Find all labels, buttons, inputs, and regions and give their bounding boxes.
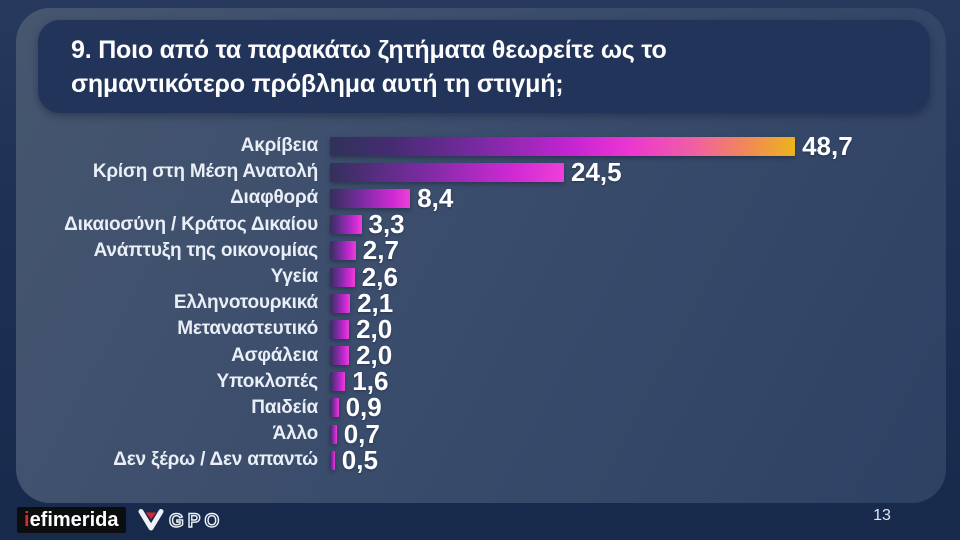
bar [330, 267, 355, 287]
value-label: 0,9 [345, 392, 382, 423]
chart-row: Μεταναστευτικό 2,0 [0, 313, 900, 344]
value-label: 48,7 [802, 130, 853, 161]
category-label: Ελληνοτουρκικά [173, 292, 318, 314]
gpo-logo-text: GPO [169, 511, 223, 531]
bar [330, 424, 337, 444]
gpo-bird-icon [138, 509, 164, 531]
value-label: 24,5 [571, 156, 622, 187]
category-label: Δεν ξέρω / Δεν απαντώ [113, 449, 318, 471]
chart-row: Ασφάλεια 2,0 [0, 340, 900, 371]
footer: i efimerida GPO 13 [0, 503, 960, 540]
category-label: Δικαιοσύνη / Κράτος Δικαίου [64, 213, 318, 235]
bar [330, 241, 356, 261]
value-label: 2,0 [356, 313, 393, 344]
iefimerida-logo-text: efimerida [29, 508, 119, 531]
chart-row: Κρίση στη Μέση Ανατολή 24,5 [0, 156, 900, 187]
category-label: Μεταναστευτικό [177, 318, 318, 340]
value-label: 1,6 [352, 366, 389, 397]
value-label: 2,6 [361, 261, 398, 292]
category-label: Παιδεία [251, 396, 318, 418]
chart-row: Υποκλοπές 1,6 [0, 366, 900, 397]
bar [330, 319, 350, 339]
bar [330, 398, 339, 418]
category-label: Διαφθορά [230, 187, 318, 209]
chart-row: Υγεία 2,6 [0, 261, 900, 292]
value-label: 8,4 [417, 182, 454, 213]
value-label: 0,7 [343, 418, 380, 449]
bar [330, 215, 362, 235]
chart-row: Ακρίβεια 48,7 [0, 130, 900, 161]
value-label: 2,7 [362, 235, 399, 266]
category-label: Ασφάλεια [231, 344, 318, 366]
bar [330, 372, 346, 392]
value-label: 2,1 [357, 287, 394, 318]
chart-row: Ελληνοτουρκικά 2,1 [0, 287, 900, 318]
value-label: 2,0 [356, 340, 393, 371]
bar [330, 450, 335, 470]
bar [330, 293, 351, 313]
gpo-logo-text-svg: GPO [169, 510, 223, 531]
category-label: Ανάπτυξη της οικονομίας [93, 239, 319, 261]
bar [330, 188, 411, 208]
category-label: Ακρίβεια [240, 135, 319, 157]
category-label: Υποκλοπές [216, 370, 318, 392]
value-label: 3,3 [368, 209, 405, 240]
chart-row: Άλλο 0,7 [0, 418, 900, 449]
page-number: 13 [873, 507, 891, 524]
gpo-logo: GPO [138, 509, 244, 531]
question-title-box: 9. Ποιο από τα παρακάτω ζητήματα θεωρείτ… [38, 20, 930, 113]
value-label: 0,5 [341, 444, 378, 475]
iefimerida-logo: i efimerida [17, 507, 126, 533]
chart-row: Δεν ξέρω / Δεν απαντώ 0,5 [0, 444, 900, 475]
bar [330, 136, 796, 156]
category-label: Υγεία [270, 266, 319, 288]
chart-row: Δικαιοσύνη / Κράτος Δικαίου 3,3 [0, 209, 900, 240]
chart-row: Διαφθορά 8,4 [0, 182, 900, 213]
iefimerida-logo-i: i [24, 508, 30, 531]
question-title: 9. Ποιο από τα παρακάτω ζητήματα θεωρείτ… [71, 36, 667, 98]
category-label: Άλλο [272, 423, 319, 445]
bar [330, 162, 564, 182]
chart-row: Παιδεία 0,9 [0, 392, 900, 423]
bar-chart: Ακρίβεια 48,7 Κρίση στη Μέση Ανατολή 24,5 Δι… [0, 130, 900, 475]
chart-row: Ανάπτυξη της οικονομίας 2,7 [0, 235, 900, 266]
bar [330, 346, 350, 366]
category-label: Κρίση στη Μέση Ανατολή [92, 161, 318, 183]
